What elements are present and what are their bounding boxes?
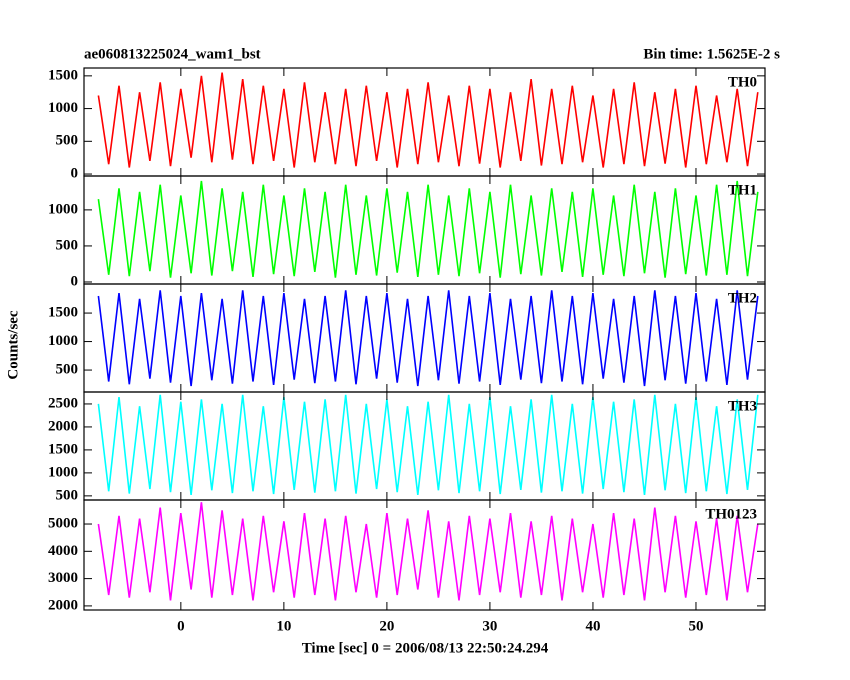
- y-tick-label: 2000: [48, 418, 78, 434]
- bin-time: Bin time: 1.5625E-2 s: [643, 46, 780, 62]
- y-tick-label: 500: [56, 237, 79, 253]
- y-tick-label: 500: [56, 487, 79, 503]
- x-axis-label: Time [sec] 0 = 2006/08/13 22:50:24.294: [302, 640, 549, 656]
- y-tick-label: 1500: [48, 441, 78, 457]
- y-tick-label: 4000: [48, 543, 78, 559]
- x-tick-label: 10: [276, 618, 291, 634]
- y-tick-label: 1500: [48, 67, 78, 83]
- x-tick-label: 50: [688, 618, 703, 634]
- series-label: TH2: [728, 290, 757, 306]
- panel-frame: [83, 499, 766, 611]
- y-tick-label: 5000: [48, 515, 78, 531]
- light-curve: [97, 502, 759, 601]
- y-tick-label: 0: [71, 273, 79, 289]
- x-tick-label: 40: [585, 618, 600, 634]
- y-tick-label: 2000: [48, 597, 78, 613]
- series-label: TH3: [728, 398, 757, 414]
- y-tick-label: 1000: [48, 333, 78, 349]
- y-tick-label: 500: [56, 133, 79, 149]
- series-label: TH0123: [705, 506, 757, 522]
- y-tick-label: 0: [71, 165, 79, 181]
- y-tick-label: 1000: [48, 201, 78, 217]
- series-label: TH0: [728, 74, 757, 90]
- y-tick-label: 1000: [48, 100, 78, 116]
- light-curve: [97, 72, 759, 168]
- chart-title: ae060813225024_wam1_bst: [84, 46, 261, 62]
- y-tick-label: 2500: [48, 395, 78, 411]
- light-curve: [97, 290, 759, 387]
- light-curve: [97, 394, 759, 495]
- y-tick-label: 3000: [48, 570, 78, 586]
- x-tick-label: 30: [482, 618, 497, 634]
- x-tick-label: 20: [379, 618, 394, 634]
- y-tick-label: 500: [56, 361, 79, 377]
- y-axis-label: Counts/sec: [5, 310, 21, 380]
- y-tick-label: 1000: [48, 464, 78, 480]
- x-tick-label: 0: [177, 618, 185, 634]
- series-label: TH1: [728, 182, 757, 198]
- y-tick-label: 1500: [48, 305, 78, 321]
- light-curve: [97, 180, 759, 278]
